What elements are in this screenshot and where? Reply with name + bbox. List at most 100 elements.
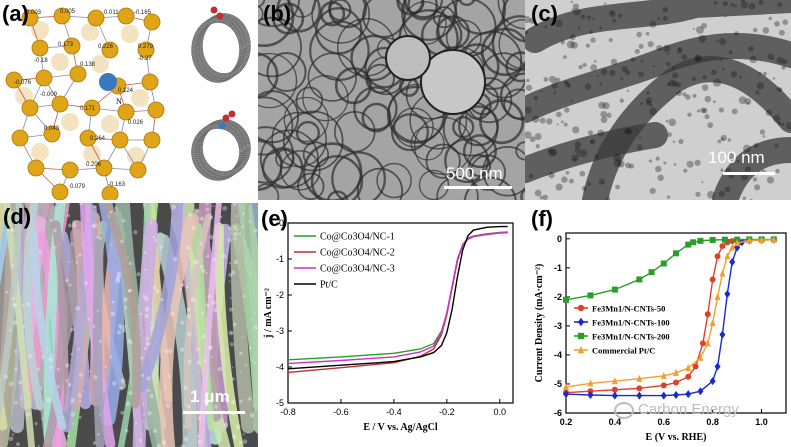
panel-b-label: (b) (263, 1, 292, 26)
sem-highlight (3, 374, 9, 379)
noise-dot (668, 79, 676, 87)
panel-d-label: (d) (3, 204, 32, 229)
sem-fiber (0, 203, 23, 420)
noise-dot (722, 0, 729, 7)
noise-dot (539, 117, 546, 124)
noise-dot (694, 55, 701, 62)
carbon-ring (302, 142, 363, 200)
x-tick-label: -0.8 (280, 407, 296, 417)
sem-highlight (109, 210, 113, 214)
sem-highlight (224, 398, 227, 401)
sem-highlight (201, 334, 206, 339)
sem-highlight (242, 294, 246, 298)
sem-highlight (219, 215, 223, 219)
sem-highlight (120, 239, 124, 244)
sem-highlight (170, 311, 175, 316)
sem-highlight (212, 257, 216, 262)
marker-circle (685, 373, 692, 380)
sem-highlight (12, 320, 18, 325)
sem-highlight (250, 317, 253, 320)
noise-dot (532, 115, 540, 123)
noise-dot (768, 16, 772, 21)
atom-metal (5, 71, 23, 89)
noise-dot (562, 55, 567, 59)
series-0 (563, 236, 777, 396)
noise-dot (645, 31, 650, 36)
sem-highlight (68, 384, 71, 387)
atom-charge-label: -0.27 (138, 56, 152, 62)
sem-fiber (3, 203, 35, 447)
panel-f: 0.2 0.4 0.6 0.8 1.0 0 -1 -2 -3 -4 -5 -6 E (V vs. RHE… (528, 203, 791, 447)
sem-highlight (10, 263, 14, 267)
noise-dot (577, 153, 580, 157)
panel-a: N -0.003 0.005 0.011 -0.165 0.173 0.226 0.279 -0… (0, 0, 258, 200)
noise-dot (748, 2, 756, 10)
carbon-ring (258, 90, 300, 144)
carbon-ring (310, 154, 364, 200)
sem-fiber (29, 228, 67, 431)
x-tick-label: -0.2 (439, 407, 455, 417)
sem-highlight (227, 238, 232, 243)
sem-highlight (110, 311, 116, 317)
noise-dot (645, 97, 653, 104)
marker-diamond (724, 289, 731, 298)
sem-highlight (142, 294, 146, 299)
noise-dot (566, 40, 575, 49)
noise-dot (718, 190, 726, 198)
atom-faded (101, 115, 119, 133)
noise-dot (600, 68, 608, 76)
sem-highlight (247, 397, 252, 401)
sem-highlight (186, 314, 191, 319)
sem-highlight (126, 403, 129, 406)
sem-highlight (199, 242, 203, 246)
marker-circle (673, 379, 679, 386)
legend-label: Co@Co3O4/NC-1 (320, 232, 395, 243)
sem-highlight (186, 245, 191, 250)
noise-dot (727, 138, 731, 142)
chart-e: -0.8 -0.6 -0.4 -0.2 0.0 0 -1 -2 -3 -4 -5 E / V vs. … (263, 218, 514, 433)
sem-highlight (195, 347, 200, 352)
noise-dot (534, 189, 542, 197)
sem-highlight (10, 210, 15, 215)
noise-dot (749, 55, 758, 64)
atom-charge-label: 0.138 (80, 62, 96, 68)
sem-highlight (70, 242, 74, 246)
noise-dot (570, 99, 573, 102)
sem-highlight (107, 215, 111, 218)
carbon-ring (463, 176, 517, 200)
noise-dot (542, 194, 549, 200)
noise-dot (663, 44, 671, 53)
noise-dot (762, 134, 766, 138)
sem-highlight (253, 411, 255, 413)
sem-highlight (230, 377, 235, 381)
marker-square (563, 296, 569, 303)
sem-highlight (205, 271, 208, 275)
tem-image-rings (258, 0, 525, 200)
sem-highlight (26, 237, 29, 240)
atom-metal (137, 41, 155, 59)
sem-highlight (111, 300, 115, 304)
sem-highlight (53, 246, 58, 250)
noise-dot (772, 114, 781, 123)
noise-dot (571, 154, 579, 162)
sem-highlight (121, 328, 126, 333)
noise-dot (621, 65, 628, 73)
sem-highlight (184, 420, 187, 423)
noise-dot (657, 17, 661, 21)
noise-dot (525, 131, 532, 139)
atom-faded (83, 145, 101, 163)
x-tick-label: 1.0 (755, 417, 768, 427)
noise-dot (634, 48, 640, 55)
oxygen-atom (222, 114, 230, 122)
marker-square (709, 236, 716, 243)
marker-circle (714, 253, 721, 260)
scale-label-c: 100 nm (708, 148, 765, 167)
panel-e-label: (e) (261, 206, 288, 231)
sem-highlight (231, 366, 234, 369)
sem-highlight (65, 278, 70, 283)
noise-dot (741, 173, 748, 181)
sem-highlight (207, 294, 212, 299)
noise-dot (691, 76, 696, 81)
sem-highlight (8, 328, 12, 332)
marker-diamond (697, 387, 704, 396)
